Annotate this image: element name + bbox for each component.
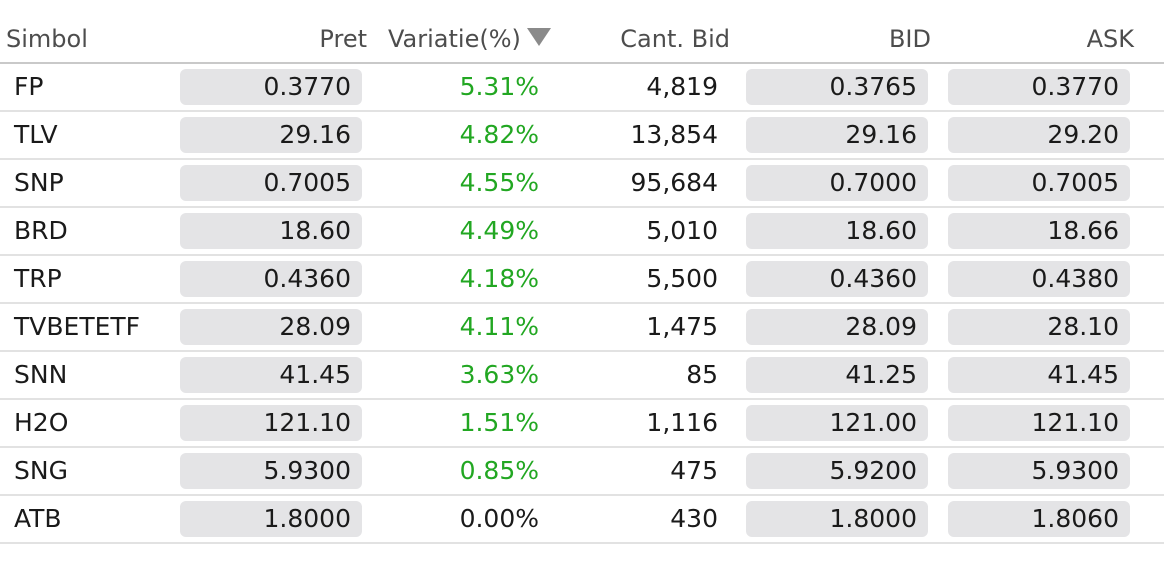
bid-cell: 0.4360: [746, 261, 928, 297]
bid-cell: 28.09: [746, 309, 928, 345]
price-cell: 5.9300: [180, 453, 362, 489]
bid-cell: 29.16: [746, 117, 928, 153]
change-cell: 5.31%: [459, 72, 539, 101]
bid-qty-cell: 1,116: [646, 408, 718, 437]
bid-cell: 0.7000: [746, 165, 928, 201]
price-cell: 0.4360: [180, 261, 362, 297]
table-row[interactable]: H2O 121.10 1.51% 1,116 121.00 121.10: [0, 400, 1164, 448]
ask-cell: 41.45: [948, 357, 1130, 393]
price-cell: 0.7005: [180, 165, 362, 201]
column-header-symbol[interactable]: Simbol: [6, 25, 88, 53]
sort-descending-icon[interactable]: [527, 28, 551, 46]
price-cell: 41.45: [180, 357, 362, 393]
bid-cell: 0.3765: [746, 69, 928, 105]
column-header-ask[interactable]: ASK: [1086, 25, 1134, 53]
price-cell: 121.10: [180, 405, 362, 441]
bid-qty-cell: 85: [686, 360, 718, 389]
ask-cell: 18.66: [948, 213, 1130, 249]
bid-cell: 1.8000: [746, 501, 928, 537]
table-row[interactable]: SNN 41.45 3.63% 85 41.25 41.45: [0, 352, 1164, 400]
ask-cell: 121.10: [948, 405, 1130, 441]
ask-cell: 29.20: [948, 117, 1130, 153]
symbol-cell[interactable]: TRP: [14, 264, 62, 293]
change-cell: 1.51%: [459, 408, 539, 437]
bid-qty-cell: 5,500: [646, 264, 718, 293]
bid-cell: 18.60: [746, 213, 928, 249]
bid-qty-cell: 1,475: [646, 312, 718, 341]
bid-qty-cell: 430: [670, 504, 718, 533]
table-row[interactable]: BRD 18.60 4.49% 5,010 18.60 18.66: [0, 208, 1164, 256]
price-cell: 1.8000: [180, 501, 362, 537]
bid-cell: 121.00: [746, 405, 928, 441]
bid-cell: 41.25: [746, 357, 928, 393]
symbol-cell[interactable]: SNG: [14, 456, 68, 485]
change-cell: 4.18%: [459, 264, 539, 293]
symbol-cell[interactable]: SNP: [14, 168, 64, 197]
change-cell: 3.63%: [459, 360, 539, 389]
table-row[interactable]: SNP 0.7005 4.55% 95,684 0.7000 0.7005: [0, 160, 1164, 208]
bid-qty-cell: 13,854: [630, 120, 718, 149]
price-cell: 29.16: [180, 117, 362, 153]
bid-cell: 5.9200: [746, 453, 928, 489]
column-header-price[interactable]: Pret: [319, 25, 367, 53]
symbol-cell[interactable]: H2O: [14, 408, 69, 437]
symbol-cell[interactable]: TLV: [14, 120, 58, 149]
symbol-cell[interactable]: SNN: [14, 360, 68, 389]
symbol-cell[interactable]: TVBETETF: [14, 312, 141, 341]
symbol-cell[interactable]: FP: [14, 72, 44, 101]
price-cell: 0.3770: [180, 69, 362, 105]
ask-cell: 1.8060: [948, 501, 1130, 537]
column-header-change[interactable]: Variatie(%): [388, 25, 521, 53]
change-cell: 4.55%: [459, 168, 539, 197]
ask-cell: 0.7005: [948, 165, 1130, 201]
bid-qty-cell: 475: [670, 456, 718, 485]
price-cell: 28.09: [180, 309, 362, 345]
change-cell: 4.11%: [459, 312, 539, 341]
column-header-bid-qty[interactable]: Cant. Bid: [620, 25, 730, 53]
ask-cell: 0.3770: [948, 69, 1130, 105]
change-cell: 0.85%: [459, 456, 539, 485]
table-row[interactable]: FP 0.3770 5.31% 4,819 0.3765 0.3770: [0, 64, 1164, 112]
ask-cell: 5.9300: [948, 453, 1130, 489]
bid-qty-cell: 4,819: [646, 72, 718, 101]
symbol-cell[interactable]: BRD: [14, 216, 68, 245]
price-cell: 18.60: [180, 213, 362, 249]
table-row[interactable]: TVBETETF 28.09 4.11% 1,475 28.09 28.10: [0, 304, 1164, 352]
table-row[interactable]: TLV 29.16 4.82% 13,854 29.16 29.20: [0, 112, 1164, 160]
bid-qty-cell: 95,684: [630, 168, 718, 197]
quotes-table: Simbol Pret Variatie(%) Cant. Bid BID AS…: [0, 14, 1164, 544]
table-row[interactable]: TRP 0.4360 4.18% 5,500 0.4360 0.4380: [0, 256, 1164, 304]
ask-cell: 0.4380: [948, 261, 1130, 297]
ask-cell: 28.10: [948, 309, 1130, 345]
table-row[interactable]: SNG 5.9300 0.85% 475 5.9200 5.9300: [0, 448, 1164, 496]
symbol-cell[interactable]: ATB: [14, 504, 62, 533]
change-cell: 4.49%: [459, 216, 539, 245]
table-header: Simbol Pret Variatie(%) Cant. Bid BID AS…: [0, 14, 1164, 64]
table-row[interactable]: ATB 1.8000 0.00% 430 1.8000 1.8060: [0, 496, 1164, 544]
bid-qty-cell: 5,010: [646, 216, 718, 245]
change-cell: 0.00%: [459, 504, 539, 533]
change-cell: 4.82%: [459, 120, 539, 149]
column-header-bid[interactable]: BID: [888, 25, 931, 53]
